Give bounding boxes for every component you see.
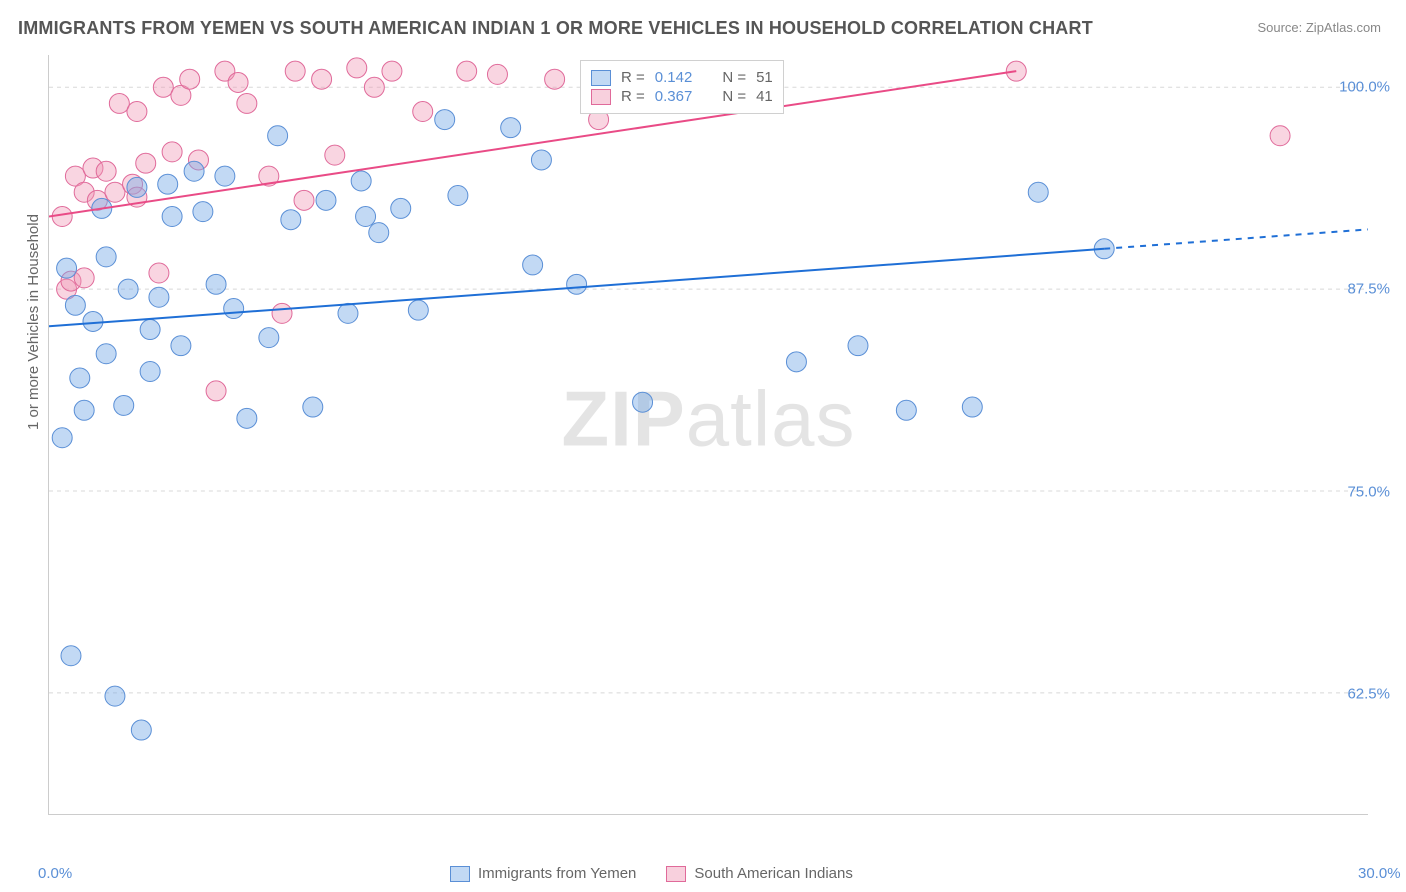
source-attribution: Source: ZipAtlas.com — [1257, 20, 1381, 35]
y-tick-label: 87.5% — [1347, 281, 1390, 298]
x-tick-label: 0.0% — [38, 865, 72, 882]
swatch-blue — [591, 70, 611, 86]
plot-area: ZIPatlas — [48, 55, 1368, 815]
r-value: 0.367 — [655, 88, 693, 105]
legend-label: Immigrants from Yemen — [478, 865, 636, 882]
correlation-legend: R = 0.142 N = 51 R = 0.367 N = 41 — [580, 60, 784, 114]
r-value: 0.142 — [655, 69, 693, 86]
swatch-pink — [591, 89, 611, 105]
legend-label: South American Indians — [694, 865, 852, 882]
n-label: N = — [722, 69, 746, 86]
y-tick-label: 62.5% — [1347, 685, 1390, 702]
y-tick-label: 100.0% — [1339, 79, 1390, 96]
n-label: N = — [722, 88, 746, 105]
series-legend: Immigrants from Yemen South American Ind… — [450, 865, 853, 882]
n-value: 41 — [756, 88, 773, 105]
r-label: R = — [621, 88, 645, 105]
chart-svg — [49, 55, 1368, 814]
y-tick-label: 75.0% — [1347, 483, 1390, 500]
x-tick-label: 30.0% — [1358, 865, 1401, 882]
swatch-pink — [666, 866, 686, 882]
r-label: R = — [621, 69, 645, 86]
legend-row: R = 0.142 N = 51 — [591, 69, 773, 86]
n-value: 51 — [756, 69, 773, 86]
legend-row: R = 0.367 N = 41 — [591, 88, 773, 105]
y-axis-label: 1 or more Vehicles in Household — [25, 214, 42, 430]
legend-item: Immigrants from Yemen — [450, 865, 636, 882]
swatch-blue — [450, 866, 470, 882]
legend-item: South American Indians — [666, 865, 852, 882]
chart-title: IMMIGRANTS FROM YEMEN VS SOUTH AMERICAN … — [18, 18, 1093, 39]
